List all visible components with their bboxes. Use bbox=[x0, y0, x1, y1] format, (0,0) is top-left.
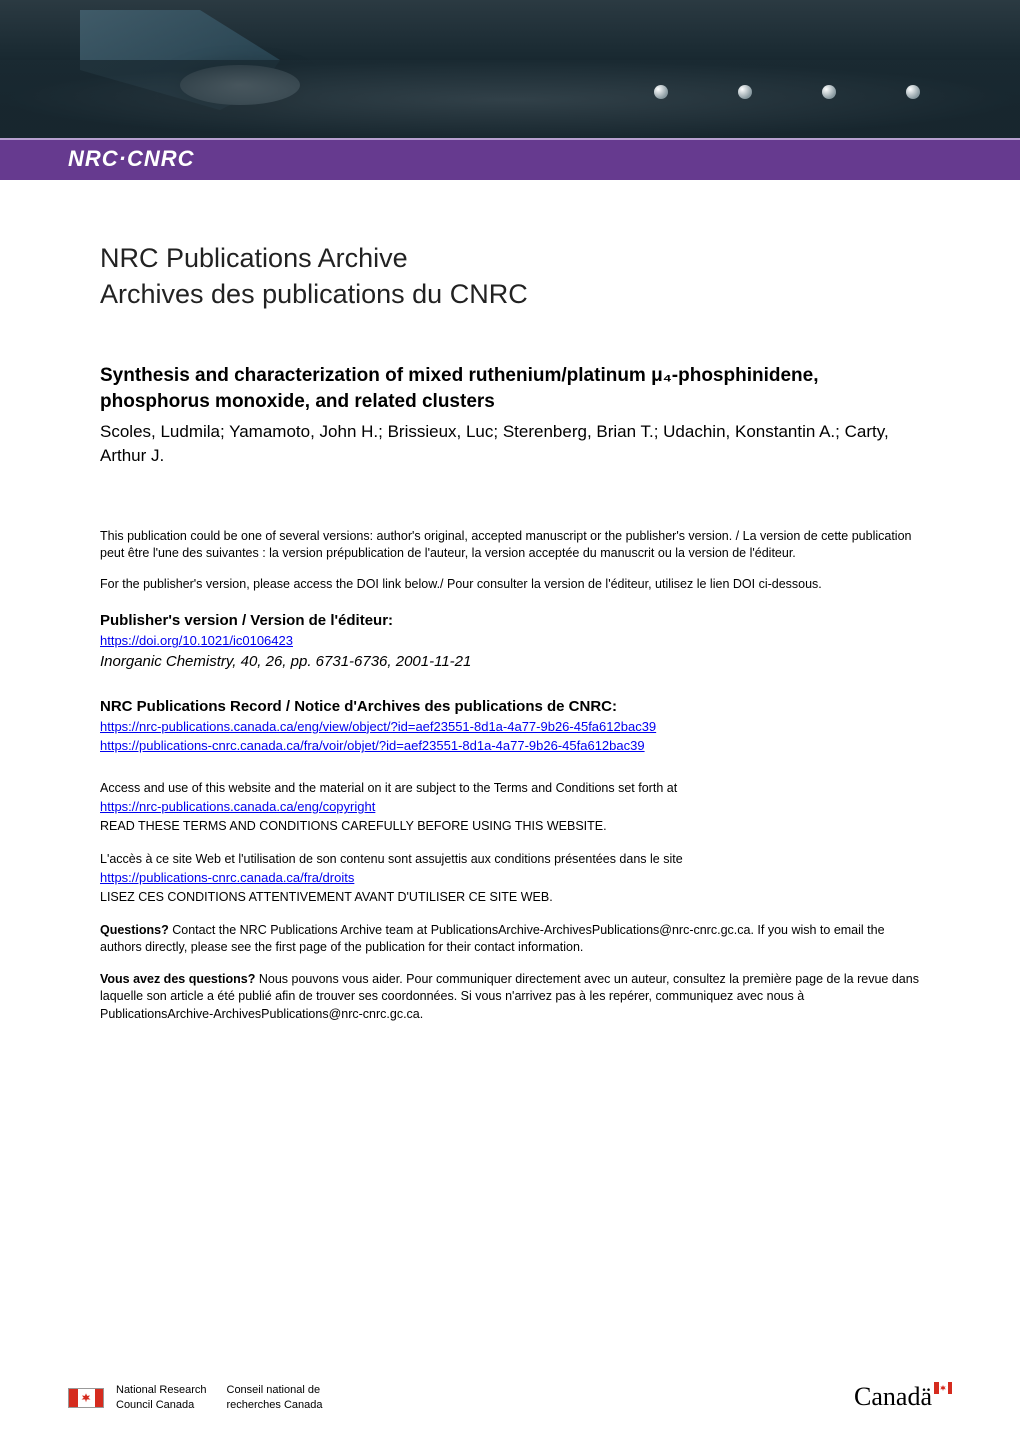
dot-icon bbox=[738, 85, 752, 99]
citation: Inorganic Chemistry, 40, 26, pp. 6731-67… bbox=[100, 653, 920, 670]
page-footer: National Research Council Canada Conseil… bbox=[0, 1382, 1020, 1412]
paper-authors: Scoles, Ludmila; Yamamoto, John H.; Bris… bbox=[100, 420, 920, 468]
canada-flag-icon bbox=[68, 1388, 104, 1408]
dot-icon bbox=[906, 85, 920, 99]
footer-org-en-line1: National Research bbox=[116, 1384, 207, 1396]
record-link-fr[interactable]: https://publications-cnrc.canada.ca/fra/… bbox=[100, 736, 645, 756]
version-disclaimer: This publication could be one of several… bbox=[100, 528, 920, 562]
dot-icon bbox=[822, 85, 836, 99]
archive-title-en: NRC Publications Archive bbox=[100, 243, 408, 273]
footer-org-en: National Research Council Canada bbox=[116, 1383, 207, 1412]
archive-title-fr: Archives des publications du CNRC bbox=[100, 279, 528, 309]
copyright-link-fr[interactable]: https://publications-cnrc.canada.ca/fra/… bbox=[100, 868, 354, 888]
footer-org-fr-line1: Conseil national de bbox=[227, 1384, 321, 1396]
record-links: https://nrc-publications.canada.ca/eng/v… bbox=[100, 717, 920, 756]
access-block-en: Access and use of this website and the m… bbox=[100, 780, 920, 833]
banner-background: NRC·CNRC bbox=[0, 0, 1020, 180]
questions-label-fr: Vous avez des questions? bbox=[100, 972, 255, 986]
copyright-link-en[interactable]: https://nrc-publications.canada.ca/eng/c… bbox=[100, 797, 375, 817]
footer-org-fr-line2: recherches Canada bbox=[227, 1399, 323, 1411]
questions-text-en: Contact the NRC Publications Archive tea… bbox=[100, 923, 885, 955]
footer-org-names: National Research Council Canada Conseil… bbox=[116, 1383, 323, 1412]
publisher-version-label: Publisher's version / Version de l'édite… bbox=[100, 612, 920, 629]
banner-surface-graphic bbox=[0, 60, 1020, 140]
terms-caps-en: READ THESE TERMS AND CONDITIONS CAREFULL… bbox=[100, 819, 920, 833]
nrc-cnrc-logo: NRC·CNRC bbox=[68, 146, 195, 172]
page-content: NRC Publications Archive Archives des pu… bbox=[0, 180, 1020, 1023]
access-text-fr: L'accès à ce site Web et l'utilisation d… bbox=[100, 851, 920, 869]
access-text-en: Access and use of this website and the m… bbox=[100, 780, 920, 798]
paper-title: Synthesis and characterization of mixed … bbox=[100, 363, 920, 414]
canada-wordmark: Canadä bbox=[854, 1382, 952, 1412]
canada-wordmark-text: Canadä bbox=[854, 1382, 932, 1412]
header-banner: NRC·CNRC bbox=[0, 0, 1020, 180]
doi-link[interactable]: https://doi.org/10.1021/ic0106423 bbox=[100, 631, 293, 651]
dot-icon bbox=[654, 85, 668, 99]
footer-org-fr: Conseil national de recherches Canada bbox=[227, 1383, 323, 1412]
questions-label-en: Questions? bbox=[100, 923, 169, 937]
record-link-en[interactable]: https://nrc-publications.canada.ca/eng/v… bbox=[100, 717, 656, 737]
access-block-fr: L'accès à ce site Web et l'utilisation d… bbox=[100, 851, 920, 904]
footer-org-en-line2: Council Canada bbox=[116, 1399, 194, 1411]
terms-caps-fr: LISEZ CES CONDITIONS ATTENTIVEMENT AVANT… bbox=[100, 890, 920, 904]
archive-title: NRC Publications Archive Archives des pu… bbox=[100, 240, 920, 313]
footer-org-block: National Research Council Canada Conseil… bbox=[68, 1383, 323, 1412]
record-label: NRC Publications Record / Notice d'Archi… bbox=[100, 698, 920, 715]
banner-dots bbox=[654, 85, 920, 99]
contact-en: Questions? Contact the NRC Publications … bbox=[100, 922, 920, 957]
canada-flag-icon bbox=[934, 1382, 952, 1394]
doi-note: For the publisher's version, please acce… bbox=[100, 576, 920, 593]
contact-fr: Vous avez des questions? Nous pouvons vo… bbox=[100, 971, 920, 1024]
